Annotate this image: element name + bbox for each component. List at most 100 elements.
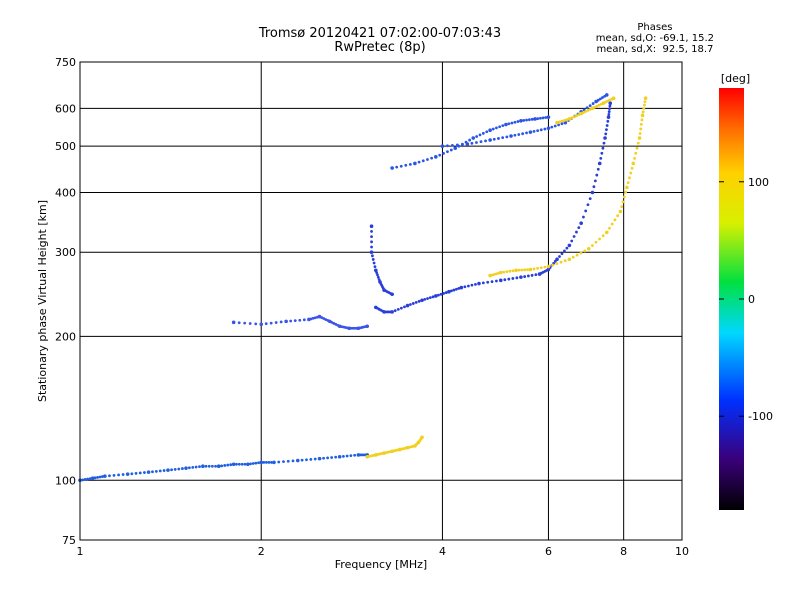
- y-tick-label: 400: [55, 186, 76, 199]
- trace-dot: [563, 259, 567, 263]
- trace-dot: [194, 465, 198, 469]
- trace-dot: [210, 464, 214, 468]
- series-1: [365, 435, 424, 459]
- tick-labels: 1 2 4 6 8 10 75 100 200 300 400 500 600 750: [55, 56, 689, 558]
- trace-dot: [485, 130, 489, 134]
- x-tick-label: 8: [620, 545, 627, 558]
- trace-dot: [498, 125, 502, 129]
- data-point: [365, 324, 370, 329]
- data-point: [567, 117, 572, 121]
- trace-dot: [481, 281, 485, 285]
- data-point: [608, 101, 613, 105]
- x-tick-label: 6: [545, 545, 552, 558]
- trace-dot: [83, 478, 87, 481]
- trace-dot: [475, 141, 478, 144]
- trace-dot: [511, 277, 515, 280]
- data-point: [259, 322, 264, 327]
- series-0: [78, 453, 370, 483]
- trace-dot: [515, 276, 519, 280]
- x-tick-label: 10: [675, 545, 689, 558]
- trace-dot: [608, 104, 612, 108]
- trace-dot: [575, 253, 579, 257]
- data-point: [555, 120, 559, 125]
- data-point: [631, 161, 636, 166]
- trace-dot: [373, 265, 377, 269]
- data-point: [125, 472, 130, 476]
- trace-dot: [455, 143, 459, 147]
- data-point: [509, 134, 513, 138]
- trace-dot: [608, 107, 611, 111]
- data-point: [643, 96, 648, 100]
- trace-dot: [642, 103, 646, 107]
- trace-dot: [575, 230, 578, 234]
- trace-dot: [606, 99, 609, 103]
- trace-dot: [584, 110, 588, 113]
- trace-dot: [590, 244, 594, 247]
- trace-dot: [417, 299, 421, 303]
- trace-dot: [446, 150, 449, 154]
- data-point: [90, 476, 95, 481]
- trace-dot: [527, 118, 531, 122]
- trace-dot: [575, 114, 578, 118]
- trace-dot: [345, 454, 349, 458]
- trace-dot: [204, 464, 208, 468]
- trace-dot: [396, 307, 400, 311]
- trace-dot: [478, 133, 482, 137]
- phase-statistics: Phases mean, sd,O: -69.1, 15.2 mean, sd,…: [596, 22, 714, 55]
- colorbar-label: [deg]: [721, 72, 750, 85]
- trace-dot: [264, 460, 268, 464]
- trace-dot: [409, 303, 412, 306]
- trace-dot: [474, 282, 477, 286]
- trace-dot: [349, 454, 353, 458]
- trace-dot: [414, 300, 418, 304]
- trace-dot: [353, 453, 357, 457]
- trace-dot: [470, 283, 474, 287]
- trace-dot: [526, 268, 529, 272]
- trace-dot: [553, 124, 557, 128]
- trace-dot: [622, 195, 626, 199]
- trace-dot: [582, 215, 585, 219]
- data-point: [555, 257, 559, 262]
- trace-dot: [254, 322, 258, 326]
- data-point: [246, 462, 250, 467]
- trace-dot: [601, 146, 605, 150]
- trace-dot: [162, 469, 166, 472]
- data-point: [284, 319, 288, 324]
- data-point: [231, 462, 236, 467]
- trace-dot: [177, 467, 181, 471]
- data-point: [637, 136, 642, 140]
- trace-dot: [330, 456, 334, 459]
- trace-dot: [198, 465, 201, 469]
- trace-dot: [370, 230, 373, 233]
- trace-dot: [607, 110, 611, 113]
- trace-dot: [634, 151, 638, 155]
- trace-dot: [112, 473, 116, 477]
- data-point: [337, 454, 342, 459]
- trace-dot: [262, 460, 266, 464]
- data-point: [369, 224, 374, 229]
- trace-dot: [81, 478, 84, 482]
- data-point: [611, 96, 616, 100]
- trace-dot: [269, 321, 273, 325]
- trace-dot: [597, 103, 601, 107]
- trace-dot: [96, 475, 100, 479]
- trace-dot: [508, 269, 512, 273]
- data-point: [640, 113, 645, 118]
- trace-dot: [544, 116, 548, 119]
- trace-dot: [237, 462, 241, 466]
- trace-dot: [421, 159, 425, 163]
- trace-dot: [428, 296, 432, 300]
- data-point: [546, 267, 551, 272]
- trace-dot: [214, 464, 217, 468]
- trace-dot: [641, 110, 645, 114]
- trace-dot: [606, 119, 610, 123]
- trace-dot: [226, 463, 230, 467]
- data-point: [514, 268, 518, 273]
- trace-dot: [588, 104, 592, 108]
- trace-dot: [220, 464, 224, 468]
- trace-dot: [629, 171, 633, 175]
- trace-dot: [588, 197, 592, 201]
- trace-dot: [370, 245, 373, 249]
- series-8: [555, 96, 616, 125]
